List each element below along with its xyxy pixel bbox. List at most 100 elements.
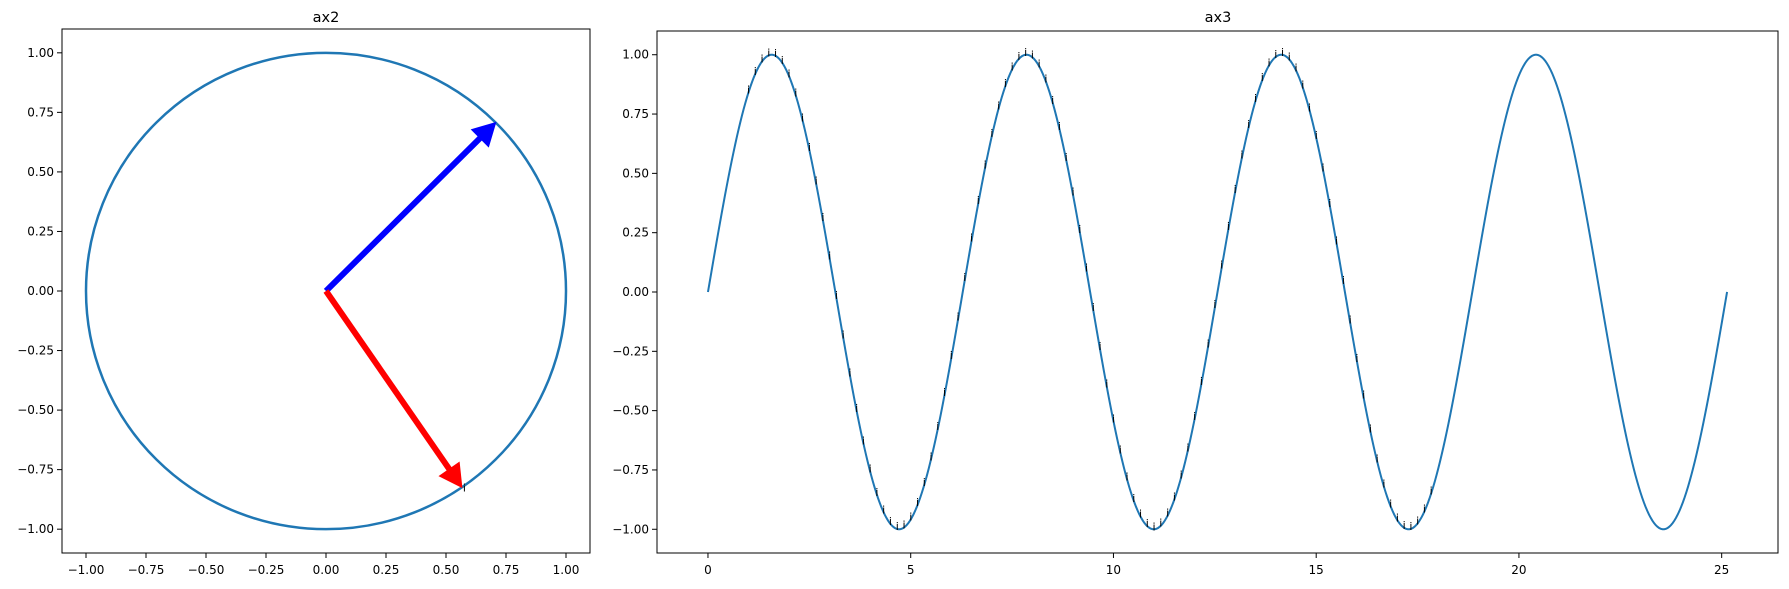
ax3-ticks: 0 5 10 15 20 25 −1.00 −0.75 −0.50 −0.25 0.00 0.25 0.… [612, 48, 1729, 577]
ax3-annotation: i [1274, 48, 1277, 61]
ax3-annotation: i [821, 211, 824, 224]
ax3-annotation: i [1207, 337, 1210, 350]
ax3-annotation: i [1092, 301, 1095, 314]
ax3-annotation: i [984, 159, 987, 172]
ax3-annotation: i [1369, 422, 1372, 435]
ax3-annotation: i [1342, 274, 1345, 287]
ax3-annotation: i [1044, 73, 1047, 86]
ax3-annotation: i [815, 175, 818, 188]
ax3-annotation: i [808, 141, 811, 154]
ax3-annotation: i [1119, 444, 1122, 457]
ax3-annotation: i [1403, 519, 1406, 532]
ax2-ytick-label: 0.00 [27, 284, 54, 298]
ax3-ytick-label: 0.50 [622, 166, 649, 180]
ax2-xtick-label: 0.50 [433, 563, 460, 577]
ax3-ytick-label: 1.00 [622, 48, 649, 62]
ax2-ytick-label: 1.00 [27, 46, 54, 60]
ax3-annotation: i [1362, 389, 1365, 402]
ax3-annotation: i [1153, 520, 1156, 533]
ax3-xtick-label: 0 [704, 563, 712, 577]
ax3-annotation: i [747, 83, 750, 96]
ax3-title: ax3 [1205, 10, 1232, 26]
ax3-annotation: i [1267, 56, 1270, 69]
ax2-blue-arrow-shaft [323, 135, 483, 294]
ax2-ytick-label: 0.25 [27, 224, 54, 238]
ax3-annotation: i [1024, 46, 1027, 59]
ax3-annotation: i [896, 520, 899, 533]
ax3-annotation: i [848, 366, 851, 379]
ax3-annotation: i [1349, 313, 1352, 326]
ax3-annotation: i [1105, 378, 1108, 391]
ax3-annotation: i [761, 52, 764, 65]
ax3-annotation: i [1308, 101, 1311, 114]
ax3-annotation: i [882, 503, 885, 516]
ax3-annotation: i [1396, 511, 1399, 524]
ax3-sine-line [706, 53, 1729, 531]
ax3-annotation: i [1315, 129, 1318, 142]
ax2-xtick-label: 1.00 [553, 563, 580, 577]
ax2-xtick-label: −0.75 [128, 563, 165, 577]
ax2-red-arrow-shaft [323, 289, 452, 471]
ax3-annotation: i [950, 349, 953, 362]
ax3-ytick-label: −1.00 [612, 522, 649, 536]
ax2-ytick-label: −0.50 [17, 403, 54, 417]
ax3-annotation: i [990, 127, 993, 140]
ax2-xtick-label: −0.50 [188, 563, 225, 577]
ax3-annotation: i [1261, 71, 1264, 84]
ax3-ytick-label: −0.75 [612, 463, 649, 477]
ax3-annotation: i [1173, 490, 1176, 503]
ax3-annotation: i [869, 463, 872, 476]
ax3-annotation: i [835, 289, 838, 302]
ax3-annotation: i [767, 46, 770, 59]
ax2-ytick-label: 0.50 [27, 165, 54, 179]
ax3-annotation: i [1288, 50, 1291, 63]
ax3-annotation: i [1247, 118, 1250, 131]
ax3-annotation: i [1186, 441, 1189, 454]
ax3-annotation: i [1430, 484, 1433, 497]
ax3-annotation: i [862, 434, 865, 447]
ax3-annotation: i [1132, 492, 1135, 505]
ax3-annotation: i [1227, 220, 1230, 233]
ax2-ytick-label: −0.25 [17, 344, 54, 358]
ax3-annotation: i [1098, 340, 1101, 353]
ax3-ytick-label: 0.75 [622, 107, 649, 121]
ax2-unit-circle [84, 51, 568, 531]
ax3-annotation: i [970, 232, 973, 245]
ax3-annotation: i [1139, 508, 1142, 521]
ax3-annotation: i [889, 515, 892, 528]
ax3-annotation: i [1382, 478, 1385, 491]
ax3-annotation: i [1234, 183, 1237, 196]
ax3-xtick-label: 10 [1106, 563, 1121, 577]
ax2-xtick-label: −1.00 [68, 563, 105, 577]
ax2-ytick-label: −1.00 [17, 522, 54, 536]
ax3-annotation: i [1017, 50, 1020, 63]
ax3-annotation: i [943, 386, 946, 399]
ax3-annotation: i [1159, 517, 1162, 530]
ax2-xtick-label: 0.00 [313, 563, 340, 577]
ax3-annotation: i [902, 519, 905, 532]
ax3-annotation: i [963, 271, 966, 284]
ax3-annotation: i [781, 54, 784, 67]
ax3-annotation: i [1423, 502, 1426, 515]
ax3-ytick-label: 0.00 [622, 285, 649, 299]
ax3-annotation: i [855, 402, 858, 415]
ax2-annotation: i [463, 481, 466, 494]
ax3-annotation: i [1409, 520, 1412, 533]
ax2-ticks: −1.00 −0.75 −0.50 −0.25 0.00 0.25 0.50 0.75 1.00… [17, 46, 579, 577]
ax2-title: ax2 [313, 10, 340, 26]
ax3-annotation: i [929, 450, 932, 463]
ax3-ytick-label: −0.25 [612, 344, 649, 358]
ax3-annotation: i [909, 510, 912, 523]
ax3-annotation: i [1126, 470, 1129, 483]
ax3-annotation: i [1200, 375, 1203, 388]
ax3-annotation: i [1389, 497, 1392, 510]
ax3-annotation: i [1071, 186, 1074, 199]
ax2-ytick-label: −0.75 [17, 463, 54, 477]
ax3-ytick-label: −0.50 [612, 404, 649, 418]
ax3-annotation: i [754, 65, 757, 78]
ax3-annotation: i [1058, 120, 1061, 133]
ax3-annotation: i [1038, 57, 1041, 70]
ax3-xtick-label: 15 [1309, 563, 1324, 577]
ax3-annotation: i [916, 496, 919, 509]
ax3-annotation: i [1085, 262, 1088, 275]
